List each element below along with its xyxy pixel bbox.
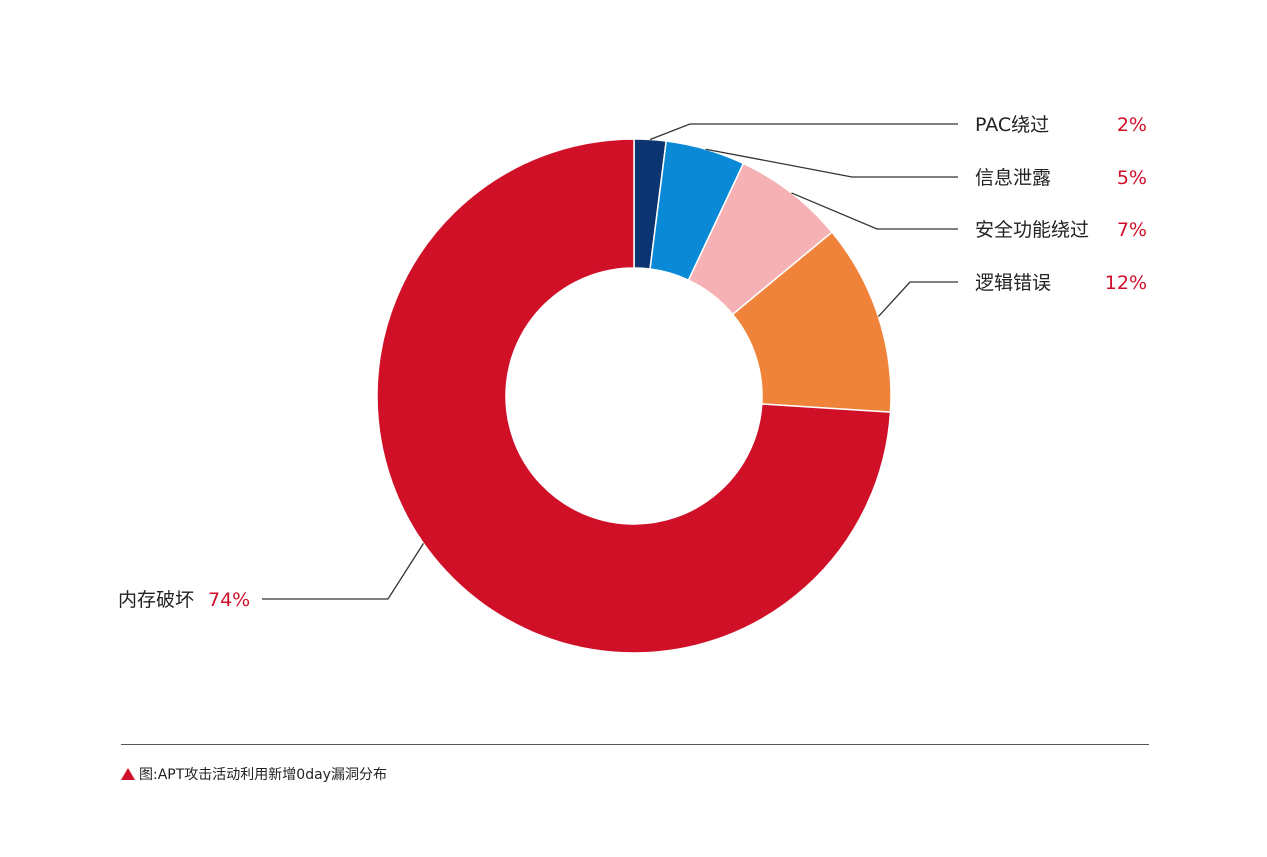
- slice-3-label: 安全功能绕过: [975, 219, 1089, 241]
- red-triangle-icon: [121, 768, 135, 780]
- slice-4-value-label: 12%: [1105, 272, 1147, 294]
- slice-3-leader-line: [791, 192, 958, 230]
- slice-2-label: 信息泄露: [975, 167, 1051, 189]
- caption-divider: [121, 744, 1149, 745]
- slice-1-label: PAC绕过: [975, 114, 1049, 136]
- figure-caption: 图:APT攻击活动利用新增0day漏洞分布: [121, 764, 387, 784]
- slice-1-leader-line: [649, 123, 958, 141]
- slice-5-leader-line: [262, 543, 425, 600]
- slice-2-value-label: 5%: [1117, 167, 1147, 189]
- slice-5-label: 内存破坏: [118, 589, 194, 611]
- slice-1-value-label: 2%: [1117, 114, 1147, 136]
- slice-3-value-label: 7%: [1117, 219, 1147, 241]
- slice-2-leader-line: [705, 148, 958, 178]
- caption-text: 图:APT攻击活动利用新增0day漏洞分布: [139, 767, 387, 783]
- slice-4-leader-line: [877, 281, 958, 318]
- slice-5-value-label: 74%: [208, 589, 250, 611]
- slice-4-label: 逻辑错误: [975, 272, 1051, 294]
- slice-5: [376, 138, 892, 654]
